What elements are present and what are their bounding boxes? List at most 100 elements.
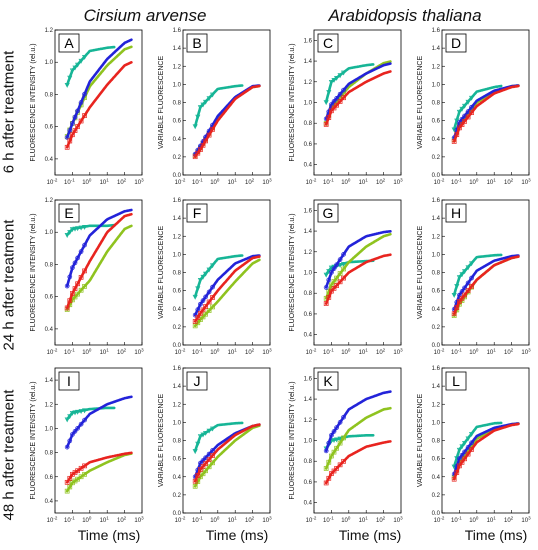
data-point	[200, 102, 206, 108]
data-point	[341, 252, 346, 257]
x-tick-label: 10-2	[175, 178, 186, 187]
series-teal	[192, 84, 244, 130]
series-green	[323, 406, 392, 471]
data-point	[82, 463, 87, 469]
series-red	[192, 423, 261, 484]
data-point	[454, 132, 460, 138]
series-line	[65, 224, 133, 311]
series-line	[324, 440, 392, 485]
data-point	[78, 225, 84, 231]
data-point	[67, 414, 73, 420]
data-point	[195, 441, 201, 447]
y-tick-label: 1.2	[304, 80, 313, 86]
panel-letter-box	[445, 371, 467, 391]
panel-letter-box	[186, 33, 208, 53]
y-axis-label: VARIABLE FLUORESCENCE	[417, 226, 424, 320]
data-point	[67, 75, 73, 81]
x-tick-label: 101	[100, 178, 110, 187]
x-tick-label: 100	[210, 516, 220, 525]
panel-letter: K	[323, 373, 333, 389]
data-point	[451, 292, 457, 298]
data-point	[82, 54, 88, 60]
data-point	[331, 266, 337, 271]
y-axis-label: VARIABLE FLUORESCENCE	[158, 394, 165, 488]
y-tick-label: 1.2	[45, 198, 54, 204]
data-point	[459, 444, 465, 450]
data-point	[326, 440, 332, 446]
series-red	[64, 451, 133, 485]
panel-letter: F	[193, 205, 202, 221]
data-point	[206, 132, 212, 138]
data-point	[203, 311, 208, 317]
data-point	[341, 435, 346, 441]
data-point	[67, 138, 73, 144]
x-tick-label: 101	[487, 178, 497, 187]
x-tick-label: 10-2	[175, 516, 186, 525]
panel-i: 0.4 0.6 0.8 1.0 1.2 1.4 10-2 10-1 100 101 102 103 FL…	[30, 367, 144, 525]
data-point	[465, 99, 471, 105]
data-point	[78, 287, 84, 293]
y-tick-label: 1.2	[173, 402, 182, 408]
data-point	[64, 135, 70, 140]
data-point	[72, 429, 78, 434]
data-point	[75, 409, 81, 415]
y-axis-label: FLUORESCENCE INTENSITY (rel.u.)	[289, 43, 296, 161]
x-tick-label: 101	[359, 516, 369, 525]
data-point	[341, 87, 346, 93]
series-red	[451, 255, 520, 317]
data-point	[195, 320, 201, 326]
data-point	[323, 301, 329, 306]
data-point	[451, 139, 457, 144]
data-point	[456, 109, 462, 115]
data-point	[469, 447, 474, 452]
data-point	[331, 78, 337, 83]
data-point	[203, 468, 208, 474]
x-tick-label: 102	[245, 516, 255, 525]
y-tick-label: 0.8	[45, 262, 54, 268]
y-tick-label: 0.6	[304, 480, 313, 486]
panel-letter: B	[192, 35, 201, 51]
time-label-col2: Time (ms)	[205, 527, 269, 543]
data-point	[206, 308, 212, 313]
x-tick-label: 103	[393, 516, 403, 525]
data-point	[341, 458, 346, 464]
data-point	[75, 425, 80, 431]
x-tick-label: 102	[376, 516, 386, 525]
x-tick-label: 10-2	[47, 516, 58, 525]
panel-letter-box	[58, 371, 80, 391]
x-tick-label: 102	[376, 178, 386, 187]
x-tick-label: 100	[341, 516, 351, 525]
data-point	[195, 472, 201, 478]
data-point	[72, 294, 78, 300]
series-blue	[323, 62, 392, 122]
data-point	[200, 142, 206, 148]
x-tick-label: 103	[521, 516, 531, 525]
x-tick-label: 10-1	[64, 178, 75, 187]
y-tick-label: 0.6	[173, 457, 182, 463]
y-tick-label: 0.8	[304, 459, 313, 465]
x-tick-label: 103	[134, 348, 144, 357]
series-line	[193, 254, 244, 298]
y-axis-label: FLUORESCENCE INTENSITY (rel.u.)	[30, 43, 37, 161]
series-teal	[64, 45, 116, 88]
y-tick-label: 0.8	[432, 271, 441, 277]
data-point	[198, 460, 203, 466]
data-point	[210, 263, 216, 269]
data-point	[69, 68, 75, 74]
data-point	[200, 458, 206, 463]
data-point	[469, 110, 474, 116]
y-tick-label: 1.2	[304, 418, 313, 424]
x-tick-label: 10-2	[47, 348, 58, 357]
data-point	[192, 154, 198, 160]
x-tick-label: 100	[469, 516, 479, 525]
y-tick-label: 0.6	[45, 475, 54, 481]
data-point	[341, 261, 347, 267]
x-tick-label: 100	[469, 348, 479, 357]
data-point	[456, 447, 462, 453]
data-point	[329, 270, 334, 275]
x-tick-label: 102	[117, 348, 127, 357]
data-point	[64, 83, 70, 88]
y-tick-label: 0.2	[173, 155, 182, 161]
data-point	[451, 476, 457, 482]
series-line	[193, 84, 261, 158]
